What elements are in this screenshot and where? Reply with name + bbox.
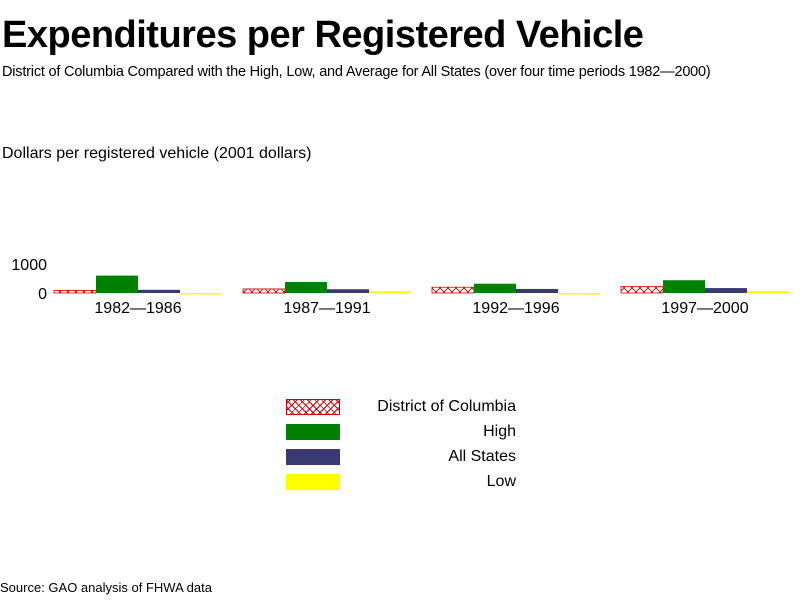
legend-label-all-states: All States (448, 448, 516, 465)
x-tick-label-1992-1996: 1992—1996 (472, 300, 559, 317)
bar-district-of-columbia-1997-2000 (620, 286, 664, 294)
bar-low-1982-1986 (180, 293, 222, 295)
bars-group (53, 275, 789, 295)
bar-high-1987-1991 (285, 281, 327, 293)
bar-high-1982-1986 (96, 275, 138, 293)
legend-item-high: High (286, 423, 516, 448)
chart-subtitle: District of Columbia Compared with the H… (2, 64, 711, 80)
y-tick-label-1000: 1000 (11, 257, 47, 274)
legend-label-low: Low (486, 473, 516, 490)
bar-high-1997-2000 (663, 280, 705, 293)
chart-title: Expenditures per Registered Vehicle (2, 14, 644, 56)
y-tick-label-0: 0 (38, 286, 47, 303)
source-note: Source: GAO analysis of FHWA data (0, 580, 212, 595)
y-axis-label: Dollars per registered vehicle (2001 dol… (2, 145, 312, 162)
legend-swatch-low (286, 474, 340, 490)
bar-all-states-1997-2000 (705, 288, 747, 293)
legend-item-dc: District of Columbia (286, 398, 516, 423)
bar-district-of-columbia-1982-1986 (53, 289, 97, 294)
bar-all-states-1982-1986 (138, 289, 180, 293)
x-tick-label-1987-1991: 1987—1991 (283, 300, 370, 317)
legend-item-all-states: All States (286, 448, 516, 473)
bar-low-1992-1996 (558, 293, 600, 295)
legend: District of Columbia High All States Low (286, 398, 516, 498)
bar-low-1987-1991 (369, 291, 411, 293)
legend-swatch-dc (286, 399, 340, 415)
legend-label-high: High (483, 423, 516, 440)
legend-label-dc: District of Columbia (377, 398, 516, 415)
bar-all-states-1992-1996 (516, 288, 558, 293)
x-tick-label-1997-2000: 1997—2000 (661, 300, 748, 317)
bar-low-1997-2000 (747, 290, 789, 293)
legend-swatch-high (286, 424, 340, 440)
bar-district-of-columbia-1987-1991 (242, 288, 286, 294)
x-tick-label-1982-1986: 1982—1986 (94, 300, 181, 317)
bar-high-1992-1996 (474, 283, 516, 293)
legend-item-low: Low (286, 473, 516, 498)
x-ticks-group: 1982—1986 1987—1991 1992—1996 1997—2000 (94, 300, 748, 317)
bar-all-states-1987-1991 (327, 289, 369, 293)
bar-district-of-columbia-1992-1996 (431, 286, 475, 294)
legend-swatch-all-states (286, 449, 340, 465)
y-ticks-group: 0 1000 (11, 257, 47, 303)
